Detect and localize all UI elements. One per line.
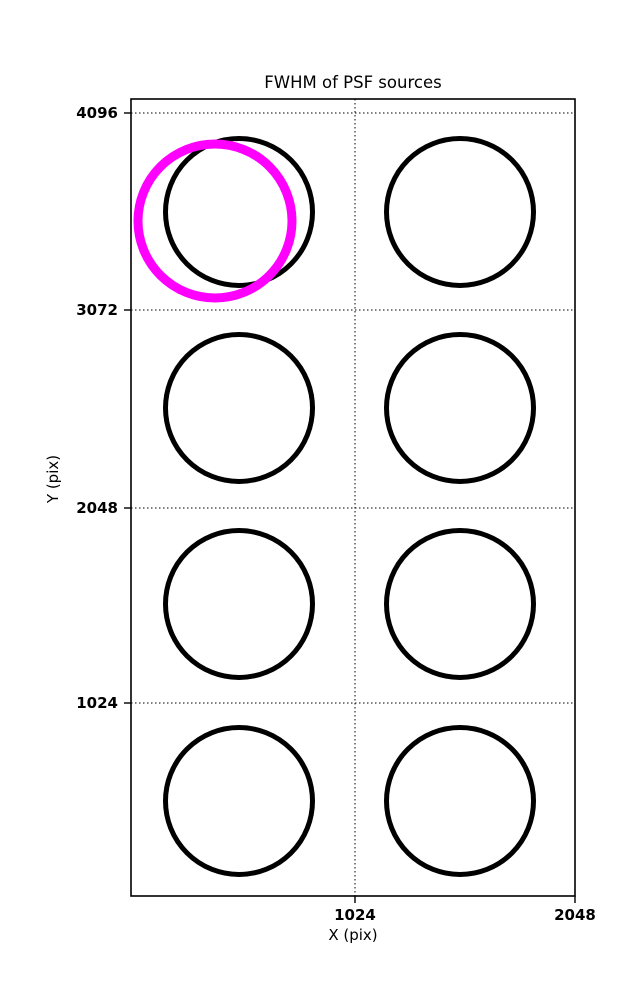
highlighted-psf-marker <box>133 139 297 303</box>
x-axis-label: X (pix) <box>328 926 378 944</box>
ytick-label-3072: 3072 <box>76 301 118 319</box>
psf-source-circle <box>384 332 536 484</box>
psf-source-circle <box>163 528 315 680</box>
ytick-label-4096: 4096 <box>76 104 118 122</box>
tick-marks <box>124 112 576 903</box>
highlighted-psf-circle <box>133 139 297 303</box>
psf-source-markers <box>163 136 536 877</box>
psf-source-circle <box>163 136 315 288</box>
plot-background <box>131 99 575 896</box>
psf-source-circle <box>384 725 536 877</box>
xtick-label-2048: 2048 <box>554 906 596 924</box>
y-axis-label: Y (pix) <box>44 454 62 504</box>
gridlines <box>131 99 575 896</box>
psf-source-circle <box>163 332 315 484</box>
plot-frame <box>130 98 576 897</box>
chart-title: FWHM of PSF sources <box>264 73 442 92</box>
xtick-label-1024: 1024 <box>334 906 376 924</box>
psf-source-circle <box>384 528 536 680</box>
psf-source-circle <box>384 136 536 288</box>
psf-source-circle <box>163 725 315 877</box>
ytick-label-1024: 1024 <box>76 694 118 712</box>
ytick-label-2048: 2048 <box>76 499 118 517</box>
